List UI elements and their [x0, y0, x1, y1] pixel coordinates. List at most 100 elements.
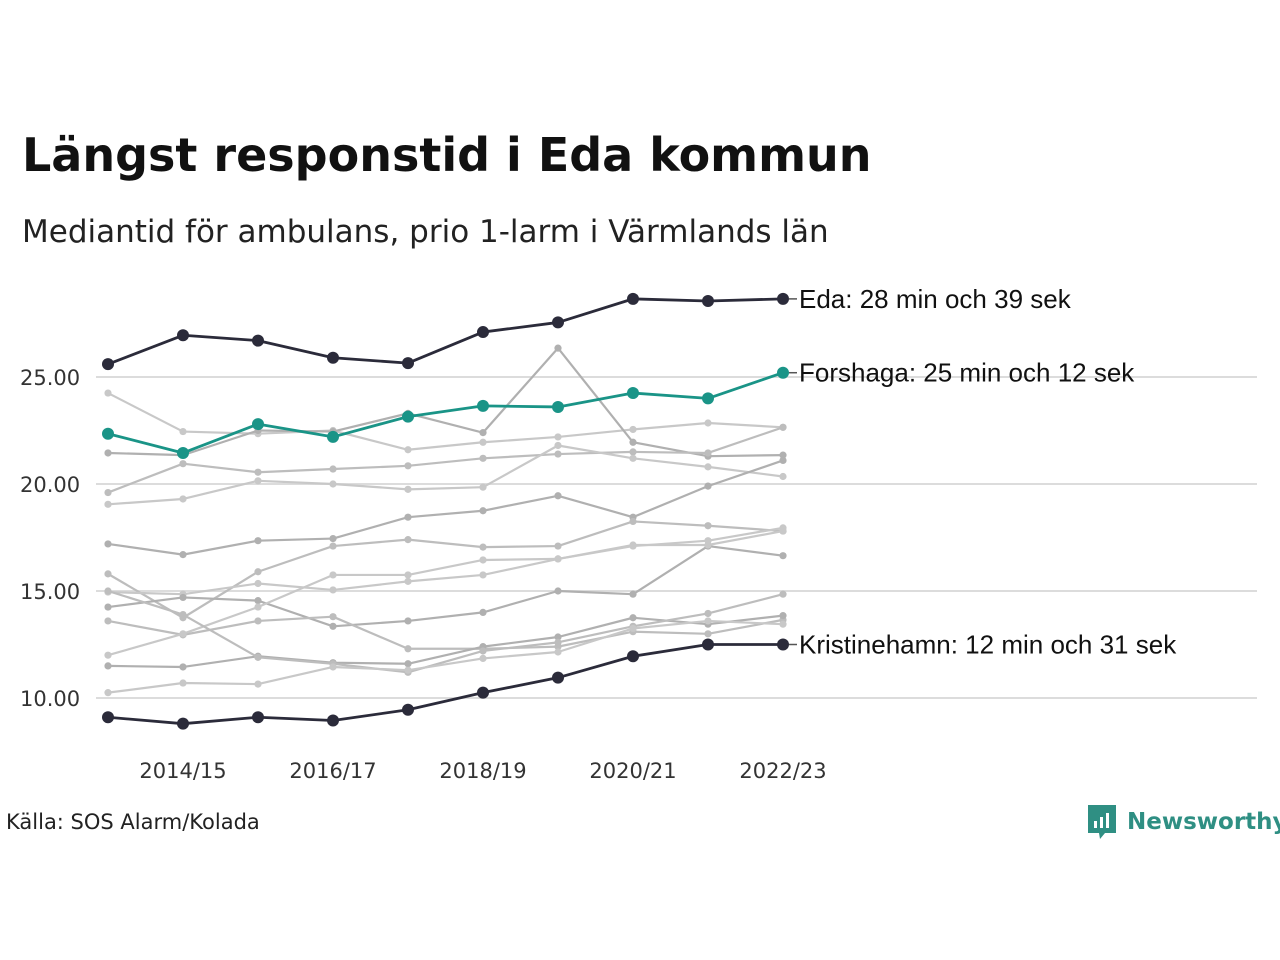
background-series-point [479, 556, 487, 564]
background-series-point [554, 638, 562, 646]
background-series-line [107, 459, 784, 556]
series-forshaga-point [402, 410, 414, 423]
background-series-point [779, 456, 787, 465]
series-forshaga-point [702, 392, 714, 405]
newsworthy-logo-icon [1088, 805, 1116, 839]
background-series-line [107, 619, 784, 694]
series-eda-point [252, 334, 264, 347]
background-series-point [179, 495, 187, 503]
x-tick-label: 2016/17 [289, 759, 376, 783]
background-series-point [254, 653, 262, 661]
background-series-point [404, 462, 412, 470]
background-series-point [629, 614, 637, 622]
background-series-point [479, 654, 487, 663]
series-kristinehamn-label: Kristinehamn: 12 min och 31 sek [799, 630, 1177, 660]
background-series-point [554, 648, 562, 656]
background-series-point [329, 622, 337, 630]
background-series-point [629, 438, 637, 446]
background-series-point [254, 603, 262, 611]
background-series-point [104, 389, 112, 397]
background-series-point [779, 612, 787, 620]
background-series-point [329, 480, 337, 488]
background-series-point [554, 492, 562, 500]
background-series-line [107, 526, 784, 596]
background-series-point [254, 468, 262, 476]
series-kristinehamn-point [777, 638, 789, 651]
series-forshaga-point [327, 430, 339, 443]
background-series-point [704, 617, 712, 625]
background-series-point [779, 451, 787, 459]
background-series-point [554, 344, 562, 352]
background-series-line [107, 444, 784, 506]
background-series-point [404, 571, 412, 579]
background-series-line [107, 426, 784, 494]
background-series-point [329, 663, 337, 671]
background-series-point [704, 463, 712, 471]
x-tick-label: 2022/23 [739, 759, 826, 783]
background-series-point [404, 660, 412, 668]
background-series-point [629, 590, 637, 598]
brand-name: Newsworthy [1127, 809, 1280, 835]
series-forshaga-point [552, 400, 564, 413]
series-kristinehamn-point [627, 650, 639, 663]
background-series-point [629, 448, 637, 456]
background-series-point [329, 613, 337, 621]
background-series-point [104, 651, 112, 659]
series-forshaga-point [777, 366, 789, 379]
series-eda-point [102, 358, 114, 371]
background-series-point [779, 472, 787, 481]
background-series-line [107, 615, 784, 650]
background-series-point [479, 608, 487, 617]
background-series-line [107, 392, 784, 451]
brand-logo: Newsworthy [1088, 803, 1280, 841]
background-series-point [779, 590, 787, 598]
background-series-point [629, 454, 637, 462]
series-kristinehamn-point [252, 711, 264, 724]
x-tick-label: 2018/19 [439, 759, 526, 783]
series-forshaga-point [177, 446, 189, 459]
x-tick-label: 2020/21 [589, 759, 676, 783]
background-series-point [629, 624, 637, 633]
background-series-point [329, 542, 337, 550]
background-series-point [104, 500, 112, 508]
y-tick-label: 25.00 [20, 366, 80, 390]
background-series-point [254, 568, 262, 576]
background-series-point [179, 593, 187, 602]
background-series-point [104, 662, 112, 670]
background-series-point [104, 689, 112, 697]
background-series-point [779, 552, 787, 560]
background-series-point [254, 617, 262, 625]
background-series-line [107, 529, 784, 657]
series-eda-label: Eda: 28 min och 39 sek [799, 284, 1072, 314]
background-series-point [404, 645, 412, 653]
background-series-point [629, 541, 637, 549]
source-note: Källa: SOS Alarm/Kolada [6, 810, 260, 834]
background-series-point [254, 477, 262, 485]
background-series-point [104, 449, 112, 457]
series-kristinehamn-point [102, 711, 114, 724]
background-series-point [479, 543, 487, 551]
background-series-point [479, 483, 487, 491]
series-kristinehamn-point [477, 686, 489, 699]
background-series-point [479, 438, 487, 446]
series-forshaga-point [627, 387, 639, 400]
background-series-point [179, 460, 187, 468]
background-series-point [179, 630, 187, 638]
background-series-point [704, 522, 712, 530]
series-kristinehamn-point [177, 717, 189, 730]
background-series-point [254, 680, 262, 688]
series-eda-point [477, 326, 489, 339]
series-eda-point [177, 329, 189, 342]
background-series-point [479, 454, 487, 462]
background-series-point [254, 579, 262, 588]
background-series-point [554, 587, 562, 595]
series-forshaga-point [252, 418, 264, 431]
background-series-point [554, 433, 562, 441]
background-series-point [329, 586, 337, 594]
background-series-line [107, 589, 784, 674]
background-series-point [254, 597, 262, 605]
background-series-point [779, 620, 787, 628]
background-series-point [704, 541, 712, 549]
background-series-point [404, 446, 412, 454]
